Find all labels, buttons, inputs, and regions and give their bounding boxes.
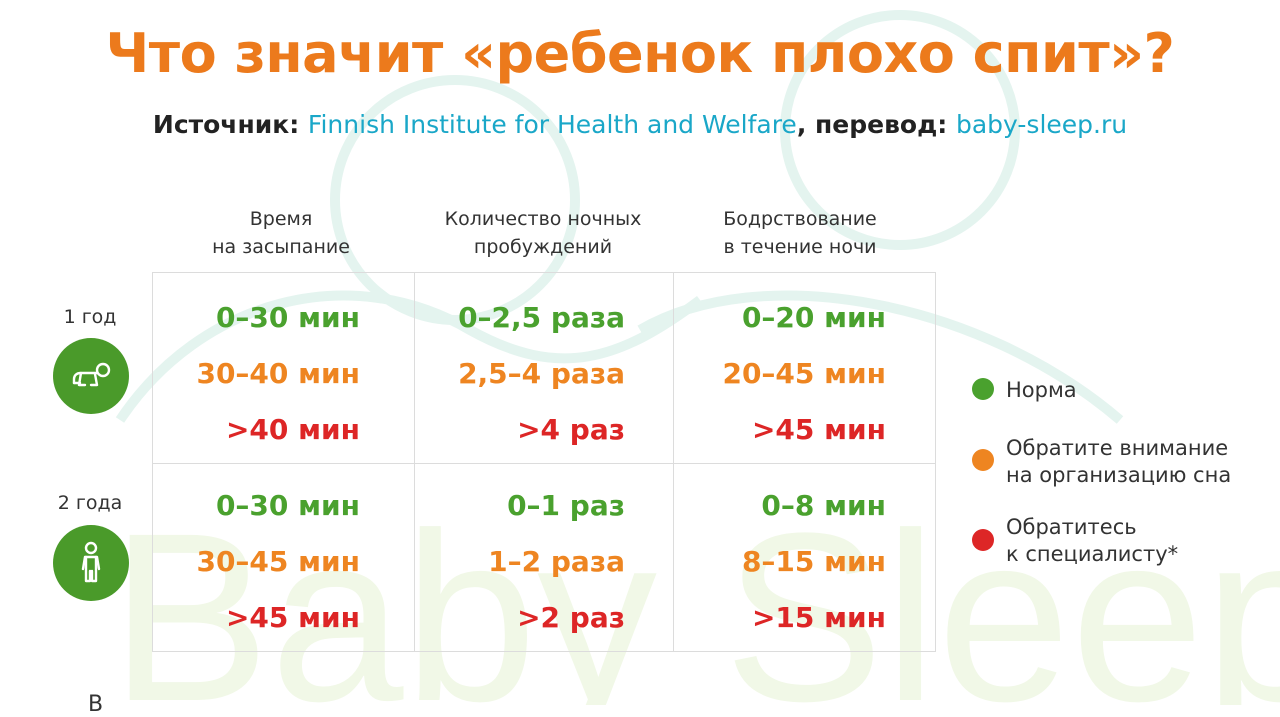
legend-specialist: Обратитесь к специалисту* — [1006, 515, 1179, 566]
cell-value: >4 раз — [517, 413, 625, 446]
grid-divider — [673, 273, 674, 651]
translation-label: , перевод: — [796, 110, 956, 139]
cell-value: >2 раз — [517, 601, 625, 634]
grid-divider — [153, 463, 935, 464]
cell-value: 0–30 мин — [215, 489, 360, 522]
cell-value: 0–1 раз — [507, 489, 625, 522]
sleep-table — [152, 272, 936, 652]
cell-value: 0–2,5 раза — [458, 301, 625, 334]
source-label: Источник: — [152, 110, 308, 139]
legend-attention: Обратите внимание на организацию сна — [1006, 436, 1232, 487]
cell-value: 8–15 мин — [741, 545, 886, 578]
legend-dot-specialist — [972, 529, 994, 551]
legend-dot-norm — [972, 378, 994, 400]
translation-link[interactable]: baby-sleep.ru — [955, 110, 1128, 139]
cell-value: 2,5–4 раза — [458, 357, 625, 390]
cell-value: 30–40 мин — [196, 357, 360, 390]
cell-value: 0–30 мин — [215, 301, 360, 334]
row-label-2-years: 2 года — [57, 492, 123, 514]
page-title: Что значит «ребенок плохо спит»? — [105, 22, 1175, 85]
legend-norm: Норма — [1006, 378, 1077, 402]
column-header-night-wakefulness: Бодрствование в течение ночи — [723, 208, 877, 258]
cell-value: >15 мин — [751, 601, 886, 634]
column-header-night-wakings: Количество ночных пробуждений — [444, 208, 642, 258]
page-subtitle: Источник: Finnish Institute for Health a… — [0, 110, 1280, 139]
cell-value: 30–45 мин — [196, 545, 360, 578]
crawling-baby-icon — [53, 338, 129, 414]
cell-value: >45 мин — [751, 413, 886, 446]
cell-value: 0–20 мин — [741, 301, 886, 334]
cell-value: >45 мин — [225, 601, 360, 634]
source-link[interactable]: Finnish Institute for Health and Welfare — [307, 110, 797, 139]
cell-value: 1–2 раза — [488, 545, 625, 578]
grid-divider — [414, 273, 415, 651]
cell-value: 0–8 мин — [761, 489, 886, 522]
cell-value: 20–45 мин — [722, 357, 886, 390]
column-header-sleep-onset: Время на засыпание — [212, 208, 350, 258]
legend-dot-attention — [972, 449, 994, 471]
cell-value: >40 мин — [225, 413, 360, 446]
standing-child-icon — [53, 525, 129, 601]
row-label-1-year: 1 год — [63, 306, 117, 328]
